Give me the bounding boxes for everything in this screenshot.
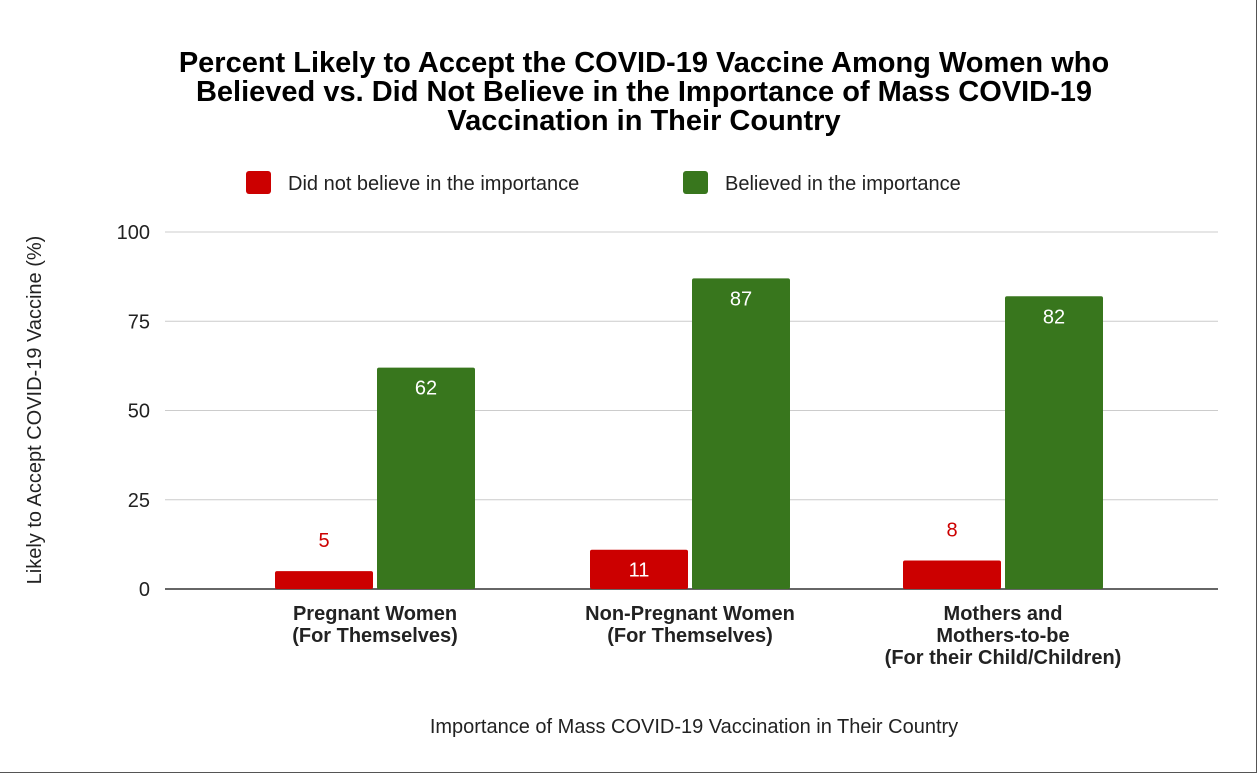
y-axis-title: Likely to Accept COVID-19 Vaccine (%): [24, 236, 46, 585]
data-labels: 5 62 11 87 8 82: [318, 288, 1065, 581]
bar-did-not-believe: [903, 560, 1001, 589]
category-label: Mothers-to-be: [936, 625, 1069, 647]
bar-did-not-believe: [590, 549, 688, 589]
chart-title: Percent Likely to Accept the COVID-19 Va…: [179, 47, 1109, 137]
legend-swatch: [683, 171, 708, 194]
chart-title-line: Believed vs. Did Not Believe in the Impo…: [196, 76, 1092, 108]
data-label: 8: [946, 519, 957, 541]
data-label: 82: [1043, 306, 1065, 328]
bars: [275, 278, 1103, 589]
legend-swatch: [246, 171, 271, 194]
legend-label: Did not believe in the importance: [288, 173, 579, 195]
bar-believed: [692, 278, 790, 589]
data-label: 11: [629, 560, 650, 582]
bar-believed: [1005, 296, 1103, 589]
data-label: 62: [415, 378, 437, 400]
data-label: 5: [318, 530, 329, 552]
category-label: Pregnant Women: [293, 603, 457, 625]
chart-title-line: Vaccination in Their Country: [447, 105, 840, 137]
y-tick-label: 0: [139, 579, 150, 601]
chart-title-line: Percent Likely to Accept the COVID-19 Va…: [179, 47, 1109, 79]
category-label: Non-Pregnant Women: [585, 603, 795, 625]
x-axis-categories: Pregnant Women(For Themselves)Non-Pregna…: [292, 603, 1121, 669]
y-tick-label: 100: [117, 222, 150, 244]
y-tick-label: 75: [128, 311, 150, 333]
x-axis-title: Importance of Mass COVID-19 Vaccination …: [430, 716, 958, 738]
category-label: Mothers and: [944, 603, 1063, 625]
data-label: 87: [730, 288, 752, 310]
y-tick-label: 25: [128, 490, 150, 512]
category-label: (For Themselves): [292, 625, 458, 647]
legend: Did not believe in the importance Believe…: [246, 171, 961, 195]
category-label: (For Themselves): [607, 625, 773, 647]
category-label: (For their Child/Children): [885, 647, 1122, 669]
bar-did-not-believe: [275, 571, 373, 589]
y-tick-label: 50: [128, 401, 150, 423]
legend-label: Believed in the importance: [725, 173, 961, 195]
y-axis-ticks: 0 25 50 75 100: [117, 222, 150, 601]
bar-believed: [377, 367, 475, 589]
